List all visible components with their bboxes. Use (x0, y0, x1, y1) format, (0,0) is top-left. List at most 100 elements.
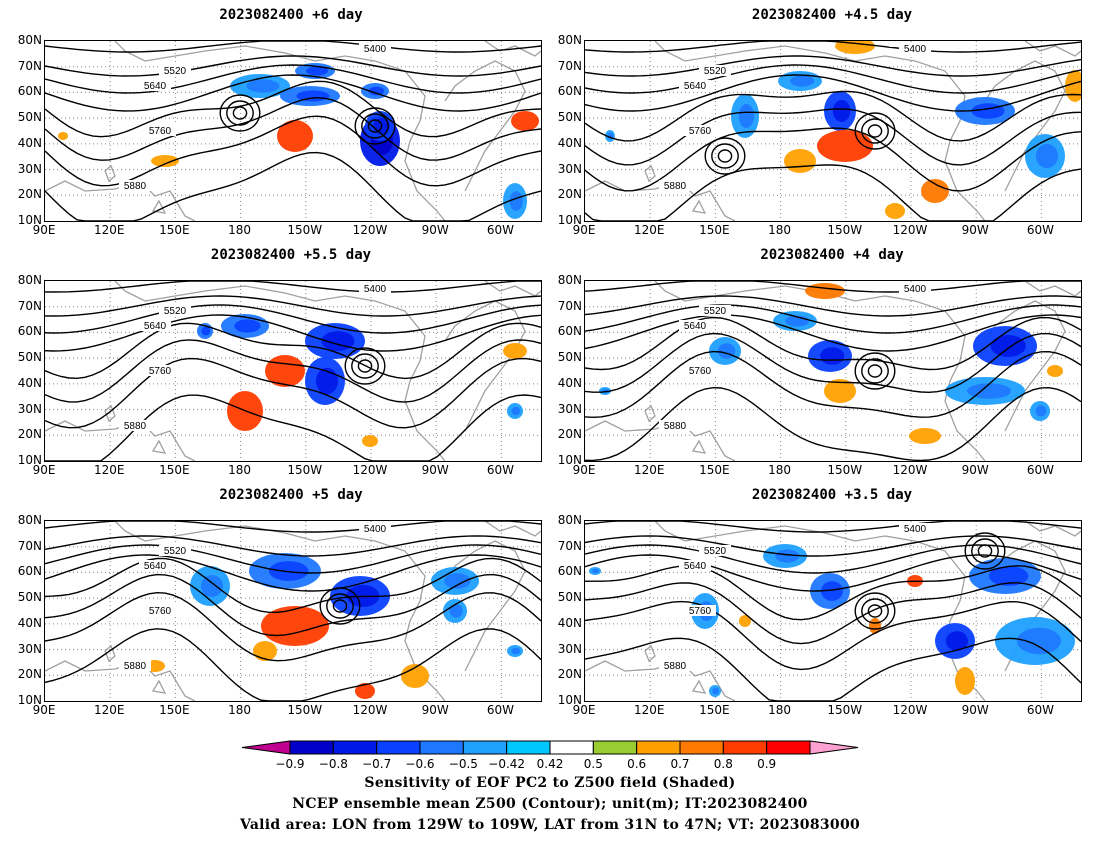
longitude-label: 150W (827, 463, 863, 477)
map-panel-6: 5400 5520 5640 5760 5880 (584, 520, 1082, 702)
shading-region (817, 130, 873, 162)
longitude-label: 150E (699, 463, 730, 477)
longitude-label: 150W (827, 223, 863, 237)
contour-label: 5640 (684, 81, 707, 92)
longitude-label: 180 (768, 703, 792, 717)
latitude-label: 30N (557, 161, 582, 176)
colorbar-tick-label: −0.42 (488, 757, 526, 771)
latitude-label: 50N (17, 110, 42, 125)
contour-label: 5760 (149, 606, 172, 617)
latitude-label: 10N (17, 453, 42, 467)
contour-label: 5760 (689, 606, 712, 617)
colorbar-tick-label: −0.6 (405, 757, 435, 771)
colorbar-segment (419, 740, 464, 755)
longitude-label: 90W (421, 223, 449, 237)
longitude-label: 120E (93, 463, 125, 477)
shading-region (58, 132, 68, 140)
contour-label: 5880 (124, 661, 147, 672)
shading-region (921, 179, 949, 203)
shading-region (503, 343, 527, 359)
contour-label: 5400 (904, 524, 927, 535)
shading-region (824, 379, 856, 403)
latitude-label: 60N (17, 84, 42, 99)
contour-label: 5760 (149, 366, 172, 377)
contour-label: 5520 (164, 306, 187, 317)
contour-label: 5520 (704, 306, 727, 317)
latitude-label: 80N (557, 33, 582, 47)
z500-contours (585, 281, 1081, 461)
contour-label: 5640 (144, 321, 167, 332)
latitude-label: 60N (557, 564, 582, 579)
map-canvas: 5400 5520 5640 5760 5880 (585, 41, 1081, 221)
contour-label: 5640 (144, 561, 167, 572)
longitude-label: 120W (352, 223, 388, 237)
map-panel-5: 5400 5520 5640 5760 5880 (44, 520, 542, 702)
colorbar-segment (289, 740, 334, 755)
longitude-label: 90E (572, 463, 596, 477)
latitude-label: 60N (17, 564, 42, 579)
latitude-label: 40N (17, 135, 42, 150)
coastlines (585, 521, 1081, 701)
colorbar-tick-label: −0.7 (362, 757, 392, 771)
sensitivity-shading (197, 314, 527, 447)
longitude-label: 120E (93, 223, 125, 237)
longitude-label: 120W (352, 703, 388, 717)
latitude-label: 70N (17, 298, 42, 313)
colorbar-tick-label: 0.8 (713, 757, 733, 771)
map-panel-3: 5400 5520 5640 5760 5880 (44, 280, 542, 462)
map-panel-4: 5400 5520 5640 5760 5880 (584, 280, 1082, 462)
colorbar-segment (549, 740, 594, 755)
shading-region (909, 428, 941, 444)
shading-region (151, 155, 179, 167)
colorbar-segment (722, 740, 768, 755)
z500-contours (45, 281, 541, 461)
longitude-label: 120E (633, 703, 665, 717)
longitude-label: 120W (892, 703, 928, 717)
latitude-label: 20N (557, 187, 582, 202)
shading-region (885, 203, 905, 219)
z500-contours (585, 41, 1081, 221)
longitude-label: 150W (287, 223, 323, 237)
panel-title-1: 2023082400 +6 day (219, 7, 363, 23)
longitude-label: 60W (1026, 703, 1054, 717)
colorbar-tick-label: −0.5 (448, 757, 478, 771)
latitude-label: 30N (557, 641, 582, 656)
longitude-label: 90W (421, 703, 449, 717)
longitude-label: 180 (228, 703, 252, 717)
latitude-label: 40N (557, 615, 582, 630)
contour-label: 5400 (364, 44, 387, 55)
longitude-label: 60W (1026, 223, 1054, 237)
latitude-label: 30N (17, 401, 42, 416)
shading-region (805, 283, 845, 299)
latitude-label: 50N (557, 110, 582, 125)
map-canvas: 5400 5520 5640 5760 5880 (45, 281, 541, 461)
contour-label: 5520 (704, 66, 727, 77)
longitude-label: 90W (961, 463, 989, 477)
z500-contours (45, 41, 541, 221)
caption-line-3: Valid area: LON from 129W to 109W, LAT f… (239, 817, 861, 833)
shading-region (511, 111, 539, 131)
colorbar-segment (462, 740, 508, 755)
colorbar-low-arrow (241, 740, 291, 755)
latitude-label: 50N (557, 590, 582, 605)
colorbar-segment (506, 740, 551, 755)
contour-label: 5760 (689, 126, 712, 137)
shading-region (277, 120, 313, 152)
panel-title-5: 2023082400 +5 day (219, 487, 363, 503)
latitude-label: 40N (17, 375, 42, 390)
colorbar-segment (592, 740, 638, 755)
latitude-label: 10N (17, 693, 42, 707)
shading-region (401, 664, 429, 688)
sensitivity-shading (58, 63, 539, 219)
caption-line-2: NCEP ensemble mean Z500 (Contour); unit(… (292, 796, 808, 812)
latitude-label: 20N (557, 667, 582, 682)
z500-contours (585, 521, 1081, 701)
longitude-label: 150E (159, 463, 190, 477)
contour-label: 5880 (124, 181, 147, 192)
longitude-label: 90E (32, 703, 56, 717)
sensitivity-shading (605, 41, 1081, 219)
contour-label: 5640 (684, 561, 707, 572)
latitude-label: 40N (17, 615, 42, 630)
map-canvas: 5400 5520 5640 5760 5880 (45, 521, 541, 701)
latitude-label: 60N (17, 324, 42, 339)
